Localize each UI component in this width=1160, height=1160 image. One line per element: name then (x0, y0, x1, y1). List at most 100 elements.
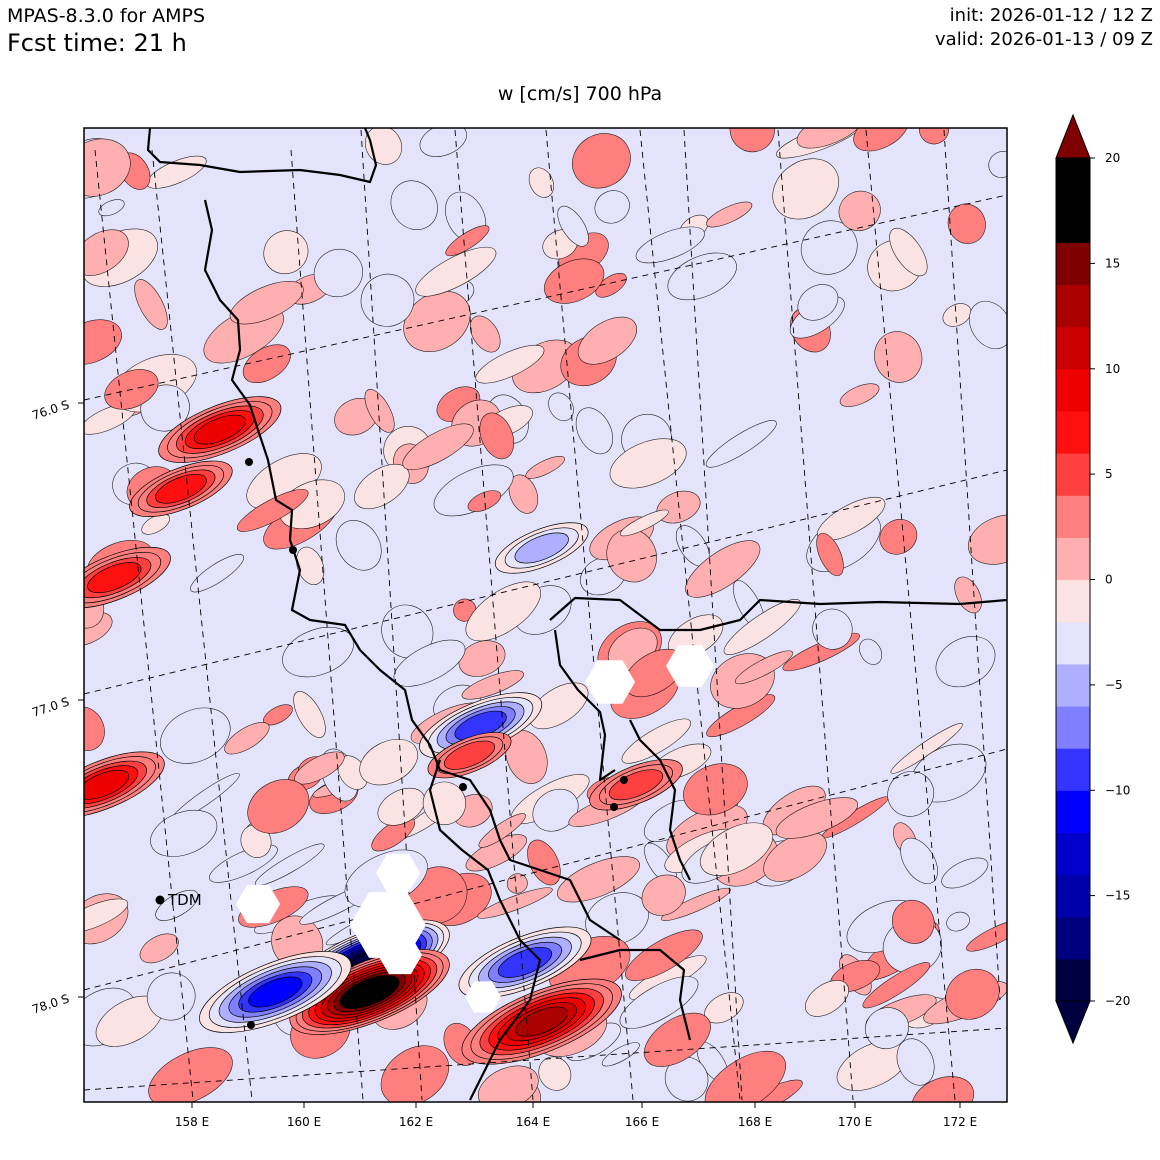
anomaly-contour (608, 769, 664, 801)
station-marker (459, 783, 467, 791)
field-cell (609, 438, 687, 489)
colorbar-bin (1056, 705, 1090, 749)
field-cell (594, 190, 630, 224)
field-cell (190, 554, 244, 593)
field-cell (874, 331, 923, 383)
coastline (146, 128, 1007, 1101)
missing-data-region (236, 884, 280, 924)
plot-area: TDM (83, 127, 1008, 1103)
field-cell (134, 279, 168, 330)
colorbar-tick-label: 15 (1105, 256, 1120, 270)
field-cell (706, 201, 753, 228)
x-tick-labels: 158 E 160 E 162 E 164 E 166 E 168 E 170 E 172 E (175, 1102, 977, 1129)
field-cell (242, 344, 291, 384)
meridian-line (151, 149, 253, 1101)
colorbar-bin (1056, 663, 1090, 707)
field-cell (415, 246, 497, 297)
field-cell (896, 1038, 935, 1086)
colorbar-extend-max (1055, 113, 1091, 159)
meridian-line (360, 129, 423, 1101)
anomaly-contour (154, 473, 207, 504)
field-cell (422, 781, 467, 825)
colorbar-bin (1056, 579, 1090, 623)
colorbar-bin (1056, 790, 1090, 833)
field-cell (887, 771, 935, 817)
colorbar-tick-label: −5 (1105, 678, 1123, 692)
meridian-line (545, 129, 634, 1101)
field-cell (359, 738, 419, 786)
field-cell (402, 423, 474, 471)
graticule (84, 129, 1007, 1101)
meridian-line (454, 129, 534, 1101)
field-cell (775, 797, 859, 839)
field-cell (469, 315, 501, 353)
field-cell (84, 319, 122, 365)
anomaly-contour (346, 978, 394, 1006)
field-cell (390, 180, 438, 230)
field-cell (528, 167, 554, 198)
anomaly-contour (87, 562, 142, 594)
field-cell (667, 252, 737, 301)
valid-time: valid: 2026-01-13 / 09 Z (935, 29, 1153, 50)
x-tick-label: 172 E (943, 1115, 977, 1129)
anomaly-contour (84, 769, 130, 800)
meridian-line (683, 129, 743, 1101)
station-marker (620, 776, 628, 784)
field-cell (619, 509, 669, 537)
colorbar-bin (1056, 200, 1090, 243)
field-cell (935, 636, 996, 688)
coastline-segment (428, 759, 542, 1101)
meridian-line (290, 149, 364, 1101)
field-cell (377, 787, 426, 826)
field-cell (467, 490, 502, 512)
field-cell (816, 532, 844, 577)
station-marker (245, 458, 253, 466)
x-tick-label: 158 E (175, 1115, 209, 1129)
field-cell (772, 158, 839, 220)
field-cell (364, 389, 395, 433)
colorbar-tick-label: −20 (1105, 994, 1130, 1008)
meridian-line (777, 129, 854, 1101)
field-cell (641, 874, 686, 916)
field-cell (619, 976, 699, 1029)
anomaly-contour (515, 1006, 568, 1037)
field-cell (84, 706, 105, 751)
missing-data-region (585, 660, 635, 704)
field-cell (139, 933, 179, 964)
colorbar-bin (1056, 242, 1090, 286)
field-cell (254, 843, 325, 886)
field-cell (458, 640, 506, 677)
anomaly-contour (514, 532, 569, 564)
field-cell (800, 220, 858, 275)
meridian-line (943, 129, 1001, 1001)
x-tick-label: 160 E (287, 1115, 321, 1129)
plot-title-level: 700 hPa (585, 83, 663, 105)
field-cell (335, 520, 382, 571)
station-marker (247, 1021, 255, 1029)
field-cell (84, 898, 129, 933)
colorbar-bin (1056, 958, 1090, 1002)
field-cell (160, 707, 231, 764)
colorbar-bin (1056, 832, 1090, 876)
colorbar-bin (1056, 158, 1090, 201)
y-tick-label: 77.0 S (30, 695, 71, 720)
colorbar-bin (1056, 410, 1090, 454)
colorbar-bin (1056, 748, 1090, 791)
field-cell (313, 248, 363, 298)
y-tick-label: 76.0 S (30, 398, 71, 423)
field-cell (839, 383, 880, 407)
field-cell (84, 138, 131, 197)
field-cell (865, 1007, 909, 1050)
colorbar-bin (1056, 874, 1090, 918)
field-cell (360, 273, 415, 327)
coastline-segment (579, 948, 692, 1041)
field-cell (942, 303, 972, 327)
station-marker (289, 546, 297, 554)
field-cell (293, 691, 326, 738)
parallel-line (84, 1027, 1007, 1091)
field-cell (729, 128, 775, 153)
colorbar-extend-min (1055, 1000, 1091, 1045)
forecast-time: Fcst time: 21 h (7, 29, 187, 57)
parallel-line (84, 194, 1007, 401)
